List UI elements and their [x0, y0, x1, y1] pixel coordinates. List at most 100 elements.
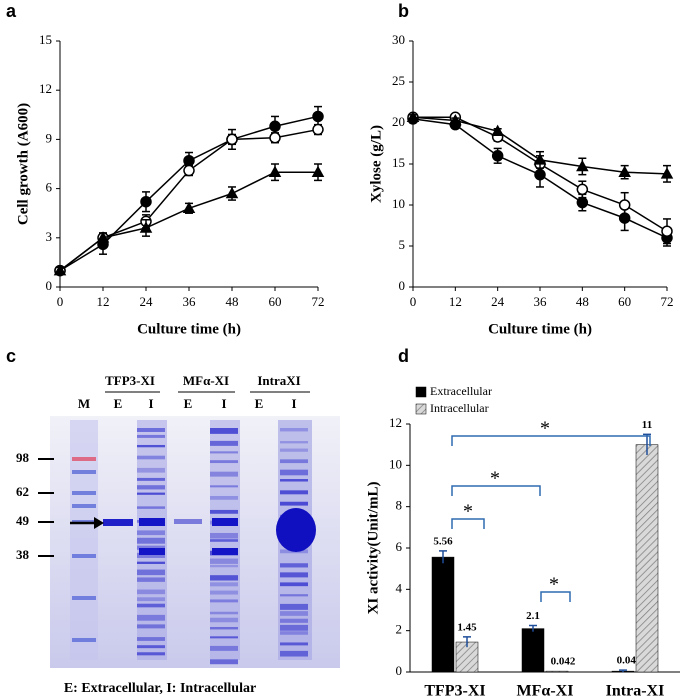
y-tick-label: 2: [396, 622, 403, 637]
legend-label: Extracellular: [430, 384, 492, 398]
gel-band: [280, 624, 308, 631]
gel-band: [280, 501, 308, 506]
gel-band: [212, 518, 238, 526]
gel-band: [210, 509, 238, 514]
significance-star: *: [549, 574, 559, 596]
gel-band: [137, 552, 165, 558]
panel-label: a: [6, 1, 17, 21]
marker: [618, 165, 631, 177]
marker: [660, 167, 674, 179]
gel-band: [72, 638, 96, 642]
marker: [269, 132, 281, 144]
gel-band: [280, 448, 308, 452]
gel-band: [210, 617, 238, 623]
lane-smear: [70, 420, 98, 660]
marker-size: 98: [16, 450, 30, 465]
marker-size: 38: [16, 547, 30, 562]
marker: [576, 196, 589, 209]
panel-label: b: [398, 1, 409, 21]
gel-band: [137, 645, 165, 649]
value-label: 0.042: [551, 656, 576, 668]
gel-band: [210, 428, 238, 434]
gel-band: [210, 599, 238, 603]
y-tick-label: 10: [389, 456, 402, 471]
gel-band: [210, 636, 238, 639]
marker: [226, 133, 238, 146]
gel-band: [137, 597, 165, 602]
marker: [96, 231, 110, 243]
marker: [312, 110, 324, 123]
gel-band: [137, 577, 165, 582]
marker: [449, 113, 462, 126]
marker: [53, 264, 67, 276]
gel-band: [210, 564, 238, 568]
lane-label: E: [184, 396, 193, 411]
y-tick-label: 5: [399, 237, 406, 252]
y-tick-label: 6: [46, 180, 53, 195]
y-tick-label: 0: [46, 278, 53, 293]
gel-band: [210, 626, 238, 630]
gel-band: [210, 496, 238, 500]
marker: [312, 123, 324, 136]
significance-bracket: [451, 485, 541, 496]
gel-band: [210, 451, 238, 454]
x-tick-label: 12: [449, 294, 462, 309]
x-axis-label: Culture time (h): [137, 321, 241, 337]
gel-band: [137, 569, 165, 576]
gel-band: [210, 539, 238, 542]
gel-band: [280, 441, 308, 444]
value-label: 1.45: [457, 621, 477, 633]
gel-band: [137, 428, 165, 432]
y-tick-label: 25: [392, 73, 405, 88]
gel-band: [137, 477, 165, 481]
gel-band: [280, 459, 308, 464]
gel-band: [137, 561, 165, 564]
marker: [183, 154, 195, 167]
marker: [182, 201, 196, 214]
gel-band: [137, 467, 165, 473]
y-tick-label: 12: [39, 81, 52, 96]
x-tick-label: 36: [183, 294, 197, 309]
y-tick-label: 15: [39, 32, 52, 47]
marker: [491, 124, 504, 136]
gel-band: [137, 530, 165, 536]
marker: [139, 221, 153, 233]
gel-band: [280, 618, 308, 623]
gel-band: [212, 548, 238, 555]
value-label: 11: [642, 419, 652, 431]
line: [59, 171, 318, 272]
marker: [576, 159, 589, 172]
gel-band: [210, 460, 238, 464]
group-label: IntraXI: [257, 373, 300, 388]
x-tick-label: MFα-XI: [517, 683, 574, 700]
y-tick-label: 3: [46, 229, 53, 244]
y-tick-label: 10: [392, 196, 405, 211]
gel-band: [137, 589, 165, 595]
marker: [533, 153, 547, 165]
gel-band: [210, 558, 238, 564]
gel-band: [210, 590, 238, 595]
gel-band: [280, 479, 308, 482]
gel-band: [210, 471, 238, 477]
gel-band: [280, 582, 308, 587]
significance-star: *: [463, 501, 473, 523]
marker: [268, 165, 282, 177]
marker: [225, 186, 239, 199]
y-tick-label: 30: [392, 32, 405, 47]
bar: [545, 670, 569, 673]
bar: [521, 628, 545, 673]
gel-band: [72, 470, 96, 474]
legend-label: Intracellular: [430, 401, 489, 415]
gel-band: [280, 603, 308, 610]
x-tick-label: 72: [661, 294, 674, 309]
gel-band: [280, 642, 308, 646]
legend-swatch: [415, 403, 427, 415]
lane-label: I: [221, 396, 226, 411]
y-tick-label: 9: [46, 130, 53, 145]
gel-band: [139, 518, 165, 526]
x-tick-label: 0: [410, 294, 417, 309]
gel-band: [137, 614, 165, 621]
gel-band: [72, 457, 96, 461]
gel-band: [103, 519, 133, 526]
arrow-head: [94, 517, 104, 529]
